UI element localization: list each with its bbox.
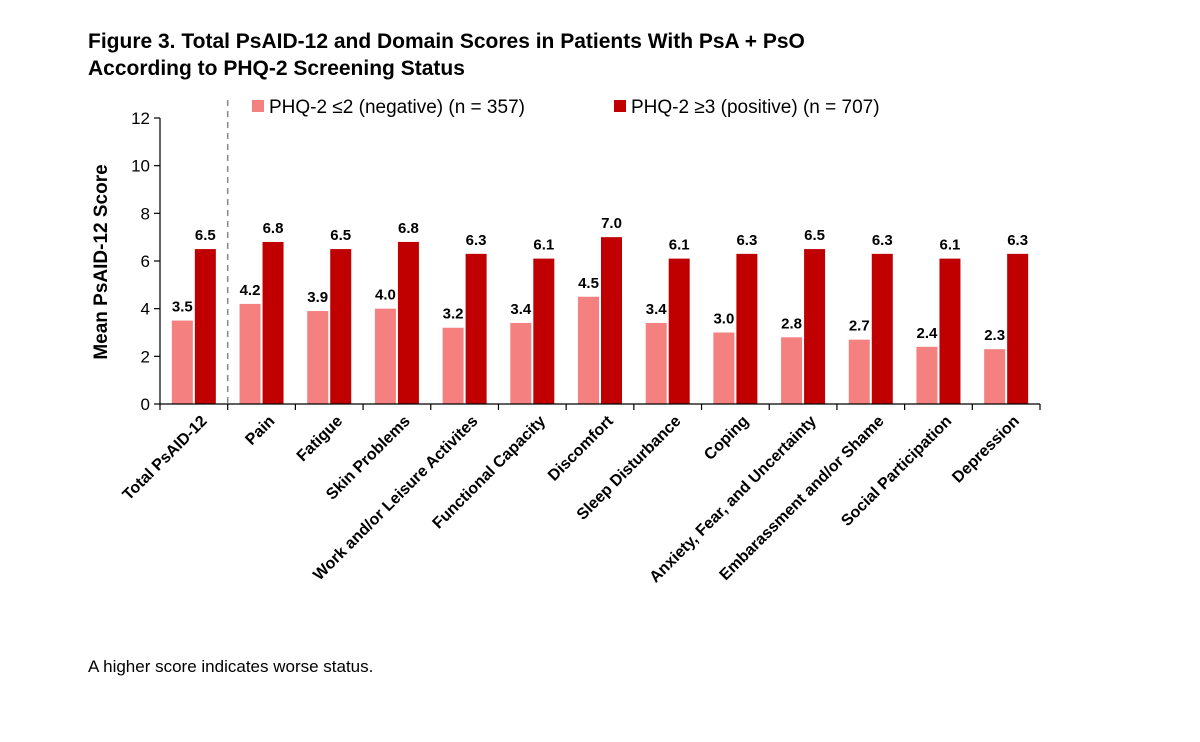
bar-negative (374, 308, 396, 404)
data-label: 4.2 (240, 282, 261, 299)
data-label: 6.3 (872, 232, 893, 249)
y-tick-label: 0 (141, 395, 150, 414)
bar-positive (397, 241, 419, 404)
bar-positive (465, 253, 487, 404)
y-tick-label: 10 (131, 157, 150, 176)
legend-label: PHQ-2 ≤2 (negative) (n = 357) (269, 97, 525, 118)
data-label: 4.5 (578, 275, 599, 292)
data-label: 6.1 (940, 237, 961, 254)
bar-negative (442, 327, 464, 404)
x-tick-label: Coping (701, 413, 752, 464)
data-label: 3.5 (172, 299, 193, 316)
bar-negative (713, 332, 735, 404)
x-tick-label: Pain (242, 413, 278, 449)
bar-positive (194, 249, 216, 404)
bar-positive (804, 249, 826, 404)
bar-positive (533, 258, 555, 404)
y-tick-label: 8 (141, 204, 150, 223)
bar-negative (848, 339, 870, 404)
bar-chart: PHQ-2 ≤2 (negative) (n = 357) PHQ-2 ≥3 (p… (91, 97, 1041, 586)
y-tick-label: 2 (141, 347, 150, 366)
data-label: 6.5 (330, 227, 351, 244)
chart-title-line-1: Figure 3. Total PsAID-12 and Domain Scor… (88, 30, 805, 53)
y-tick-label: 6 (141, 252, 150, 271)
x-tick-label: Discomfort (545, 412, 617, 484)
data-label: 3.2 (443, 306, 464, 323)
chart-title-line-2: According to PHQ-2 Screening Status (88, 57, 465, 80)
x-tick-label: Social Participation (838, 413, 955, 530)
data-label: 6.1 (669, 237, 690, 254)
x-tick-label: Depression (949, 413, 1023, 487)
bar-positive (330, 249, 352, 404)
data-label: 2.8 (781, 315, 802, 332)
data-label: 3.4 (510, 301, 532, 318)
bar-negative (916, 346, 938, 404)
bar-positive (736, 253, 758, 404)
y-axis-label: Mean PsAID-12 Score (91, 164, 112, 359)
bar-positive (668, 258, 690, 404)
bar-positive (262, 241, 284, 404)
x-tick-label: Fatigue (294, 413, 346, 465)
y-axis: 0 2 4 6 8 10 12 (131, 109, 161, 414)
bar-positive (1007, 253, 1029, 404)
legend-swatch (614, 100, 626, 112)
data-label: 6.5 (195, 227, 216, 244)
bar-positive (939, 258, 961, 404)
bar-negative (510, 322, 532, 404)
data-label: 2.7 (849, 318, 870, 335)
bar-negative (307, 311, 329, 404)
chart-title: Figure 3. Total PsAID-12 and Domain Scor… (88, 28, 1088, 82)
data-label: 7.0 (601, 215, 622, 232)
bar-positive (871, 253, 893, 404)
data-label: 6.3 (466, 232, 487, 249)
data-label: 3.4 (646, 301, 668, 318)
data-label: 3.0 (713, 311, 734, 328)
data-label: 6.5 (804, 227, 825, 244)
data-label: 2.4 (917, 325, 939, 342)
data-label: 6.3 (736, 232, 757, 249)
bars: 3.5 4.2 3.9 4.0 3.2 3.4 4.5 3.4 3.0 2.8 2.7 2.4 2.3 6… (171, 215, 1029, 404)
data-label: 2.3 (984, 327, 1005, 344)
data-label: 6.1 (533, 237, 554, 254)
footnote: A higher score indicates worse status. (88, 657, 374, 676)
data-label: 6.3 (1007, 232, 1028, 249)
legend-label: PHQ-2 ≥3 (positive) (n = 707) (631, 97, 880, 118)
bar-negative (171, 320, 193, 404)
bar-negative (239, 303, 261, 404)
data-label: 4.0 (375, 287, 396, 304)
legend-swatch (252, 100, 264, 112)
data-label: 6.8 (263, 220, 284, 237)
bar-negative (984, 349, 1006, 404)
data-label: 6.8 (398, 220, 419, 237)
x-tick-label: Total PsAID-12 (120, 413, 211, 504)
y-tick-label: 4 (141, 300, 150, 319)
bar-negative (578, 296, 599, 404)
bar-negative (781, 337, 803, 404)
bar-negative (645, 322, 667, 404)
data-label: 3.9 (307, 289, 328, 306)
x-tick-label: Functional Capacity (430, 413, 550, 533)
y-tick-label: 12 (131, 109, 150, 128)
chart-legend: PHQ-2 ≤2 (negative) (n = 357) PHQ-2 ≥3 (p… (252, 97, 880, 118)
bar-positive (601, 237, 622, 404)
